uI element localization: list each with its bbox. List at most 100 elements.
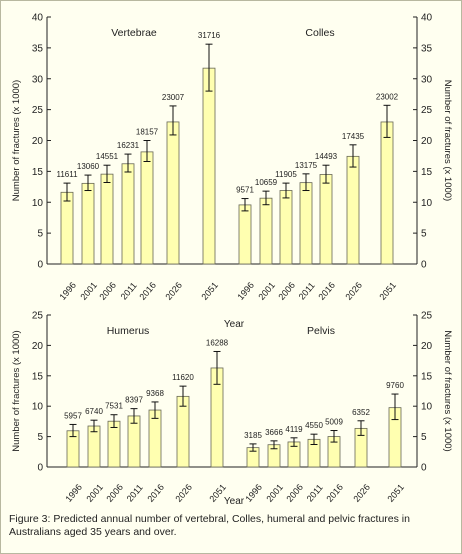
x-tick-label: 1996 xyxy=(63,482,84,504)
data-label: 11620 xyxy=(172,373,194,382)
x-tick-label: 2001 xyxy=(264,482,285,504)
x-tick-label: 2016 xyxy=(137,280,158,302)
data-label: 4550 xyxy=(305,421,323,430)
bar xyxy=(259,197,273,265)
data-label: 6352 xyxy=(352,408,370,417)
data-label: 13060 xyxy=(77,162,100,171)
x-tick-label: 2016 xyxy=(324,482,345,504)
x-tick-label: 2011 xyxy=(305,482,325,503)
bar xyxy=(176,395,190,468)
x-tick-label: 2001 xyxy=(84,482,105,504)
data-label: 18157 xyxy=(136,128,159,137)
x-tick-label: 2051 xyxy=(199,280,220,302)
bar xyxy=(140,151,154,265)
data-label: 6740 xyxy=(85,407,103,416)
y-tick-label-left: 5 xyxy=(37,229,43,240)
x-tick-label: 2026 xyxy=(351,482,372,504)
x-tick-label: 2006 xyxy=(284,482,305,504)
data-label: 11905 xyxy=(275,170,297,179)
bar xyxy=(299,182,313,265)
bar xyxy=(380,121,394,265)
data-label: 10659 xyxy=(255,178,278,187)
data-label: 11611 xyxy=(56,170,78,179)
data-label: 31716 xyxy=(198,31,221,40)
bar xyxy=(279,190,293,265)
data-label: 23007 xyxy=(162,93,185,102)
data-label: 8397 xyxy=(125,396,143,405)
data-label: 9571 xyxy=(236,186,254,195)
x-tick-label: 1996 xyxy=(235,280,256,302)
data-label: 7531 xyxy=(105,402,123,411)
y-tick-label-left: 15 xyxy=(32,371,44,382)
x-tick-label: 2001 xyxy=(78,280,99,302)
y-tick-label-left: 20 xyxy=(32,341,44,352)
bar xyxy=(100,173,114,265)
x-tick-label: 2026 xyxy=(343,280,364,302)
bar xyxy=(121,163,135,265)
y-axis-label-right: Number of fractures (x 1000) xyxy=(442,80,453,201)
y-axis-label-left: Number of fractures (x 1000) xyxy=(11,80,22,201)
x-tick-label: 2016 xyxy=(145,482,166,504)
bar xyxy=(60,191,74,265)
x-tick-label: 2011 xyxy=(297,280,317,301)
x-tick-label: 2011 xyxy=(119,280,139,301)
group-title: Humerus xyxy=(107,325,150,337)
bar xyxy=(238,204,252,265)
data-label: 3666 xyxy=(265,428,283,437)
y-tick-label-left: 0 xyxy=(37,260,43,271)
x-tick-label: 2026 xyxy=(163,280,184,302)
y-tick-label-right: 40 xyxy=(421,13,433,24)
x-tick-label: 2051 xyxy=(385,482,406,504)
chart-canvas: 0 0 5 5 10 10 15 15 20 20 25 25 30 30 35 35 40 40 Number o… xyxy=(11,13,453,508)
y-tick-label-right: 10 xyxy=(421,198,433,209)
bar xyxy=(107,420,121,468)
y-axis-label-left: Number of fractures (x 1000) xyxy=(11,330,22,451)
figure-caption: Figure 3: Predicted annual number of ver… xyxy=(9,513,410,538)
y-tick-label-left: 25 xyxy=(32,105,44,116)
y-tick-label-right: 25 xyxy=(421,311,433,322)
y-axis-label-right: Number of fractures (x 1000) xyxy=(442,330,453,451)
x-tick-label: 2001 xyxy=(256,280,277,302)
y-tick-label-left: 30 xyxy=(32,74,44,85)
x-tick-label: 2051 xyxy=(377,280,398,302)
y-tick-label-right: 20 xyxy=(421,341,433,352)
y-tick-label-left: 5 xyxy=(37,432,43,443)
y-tick-label-left: 0 xyxy=(37,463,43,474)
group-title: Vertebrae xyxy=(111,27,157,39)
y-tick-label-left: 35 xyxy=(32,43,44,54)
x-tick-label: 2026 xyxy=(173,482,194,504)
y-tick-label-right: 0 xyxy=(421,260,427,271)
x-tick-label: 1996 xyxy=(57,280,78,302)
data-label: 13175 xyxy=(295,161,318,170)
data-label: 23002 xyxy=(376,92,399,101)
y-tick-label-right: 15 xyxy=(421,371,433,382)
x-tick-label: 2006 xyxy=(97,280,118,302)
x-tick-label: 2016 xyxy=(316,280,337,302)
y-tick-label-right: 35 xyxy=(421,43,433,54)
y-tick-label-right: 0 xyxy=(421,463,427,474)
data-label: 9368 xyxy=(146,389,164,398)
y-tick-label-left: 40 xyxy=(32,13,44,24)
data-label: 5009 xyxy=(325,418,343,427)
y-tick-label-right: 30 xyxy=(421,74,433,85)
data-label: 14493 xyxy=(315,152,338,161)
bar xyxy=(81,182,95,265)
y-tick-label-right: 20 xyxy=(421,136,433,147)
y-tick-label-right: 10 xyxy=(421,402,433,413)
group-title: Colles xyxy=(305,27,334,39)
data-label: 4119 xyxy=(285,425,303,434)
x-axis-label: Year xyxy=(224,319,245,330)
y-tick-label-right: 15 xyxy=(421,167,433,178)
x-axis-label: Year xyxy=(224,496,245,507)
x-tick-label: 2011 xyxy=(125,482,145,503)
y-tick-label-left: 10 xyxy=(32,402,44,413)
x-tick-label: 2006 xyxy=(276,280,297,302)
data-label: 17435 xyxy=(342,132,365,141)
y-tick-label-left: 25 xyxy=(32,311,44,322)
data-label: 16288 xyxy=(206,338,229,347)
x-tick-label: 1996 xyxy=(243,482,264,504)
y-tick-label-left: 20 xyxy=(32,136,44,147)
y-tick-label-left: 10 xyxy=(32,198,44,209)
bar xyxy=(166,121,180,265)
